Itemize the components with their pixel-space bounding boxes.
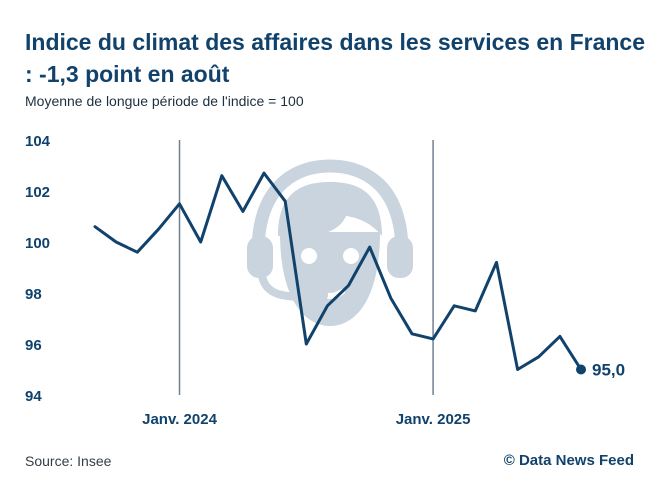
y-axis: 104 102 100 98 96 94 [25, 133, 51, 405]
y-tick-label: 96 [25, 337, 42, 354]
source-note: Source: Insee [25, 453, 112, 469]
y-tick-label: 102 [25, 184, 50, 201]
series-layer: 95,0 [93, 171, 625, 380]
chart-title: Indice du climat des affaires dans les s… [25, 29, 646, 87]
headset-agent-icon [247, 159, 413, 326]
y-tick-label: 104 [25, 133, 51, 150]
x-tick-label: Janv. 2024 [142, 411, 217, 428]
chart-subtitle: Moyenne de longue période de l'indice = … [25, 93, 304, 109]
credit-note: © Data News Feed [503, 452, 634, 469]
x-axis: Janv. 2024 Janv. 2025 [142, 140, 470, 428]
series-line [93, 171, 583, 371]
y-tick-label: 100 [25, 235, 50, 252]
y-tick-label: 98 [25, 286, 42, 303]
end-value-label: 95,0 [592, 361, 625, 380]
y-tick-label: 94 [25, 388, 42, 405]
x-tick-label: Janv. 2025 [396, 411, 471, 428]
end-point-marker [576, 364, 586, 375]
